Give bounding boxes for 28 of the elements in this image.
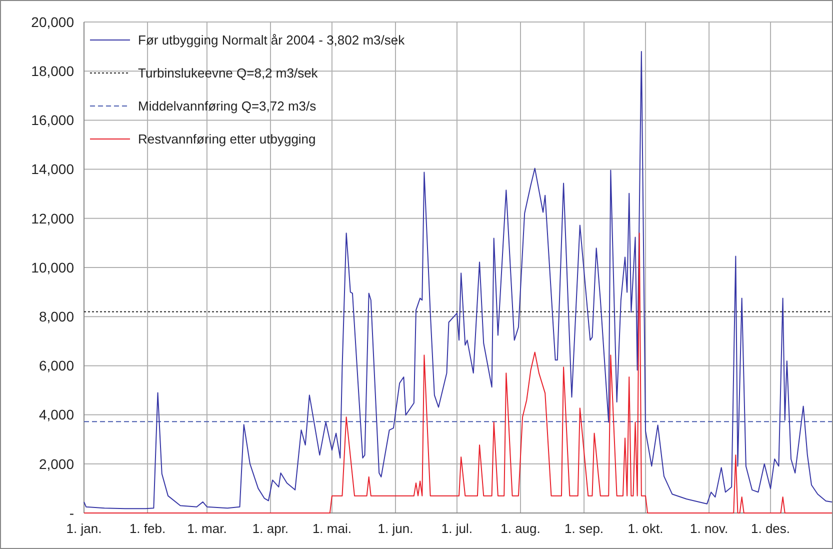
y-tick-label: 10,000 (31, 259, 74, 276)
y-tick-label: - (69, 504, 74, 521)
x-tick-label: 1. jan. (66, 521, 102, 536)
x-tick-label: 1. jul. (441, 521, 473, 536)
y-tick-label: 14,000 (31, 161, 74, 178)
x-tick-label: 1. nov. (690, 521, 728, 536)
x-tick-label: 1. apr. (252, 521, 289, 536)
y-tick-label: 2,000 (38, 456, 74, 472)
legend-label: Middelvannføring Q=3,72 m3/s (138, 98, 317, 114)
y-tick-label: 16,000 (31, 112, 74, 128)
x-tick-label: 1. mai. (312, 521, 352, 536)
x-tick-label: 1. sep. (564, 521, 604, 536)
legend-label: Turbinslukeevne Q=8,2 m3/sek (138, 66, 318, 81)
line-series (84, 50, 832, 510)
y-tick-label: 18,000 (31, 63, 74, 79)
x-tick-label: 1. feb. (129, 521, 166, 536)
x-tick-label: 1. des. (751, 521, 790, 536)
x-tick-label: 1. aug. (500, 521, 540, 536)
y-tick-label: 4,000 (38, 406, 74, 423)
y-tick-label: 12,000 (31, 210, 74, 226)
y-tick-label: 6,000 (38, 358, 74, 374)
y-tick-label: 8,000 (38, 308, 74, 324)
x-tick-label: 1. okt. (628, 521, 664, 536)
x-tick-label: 1. jun. (378, 521, 414, 536)
legend-label: Før utbygging Normalt år 2004 - 3,802 m3/sek (138, 32, 406, 48)
x-tick-label: 1. mar. (187, 521, 227, 536)
legend-label: Restvannføring etter utbygging (138, 132, 316, 147)
y-tick-label: 20,000 (31, 14, 74, 30)
